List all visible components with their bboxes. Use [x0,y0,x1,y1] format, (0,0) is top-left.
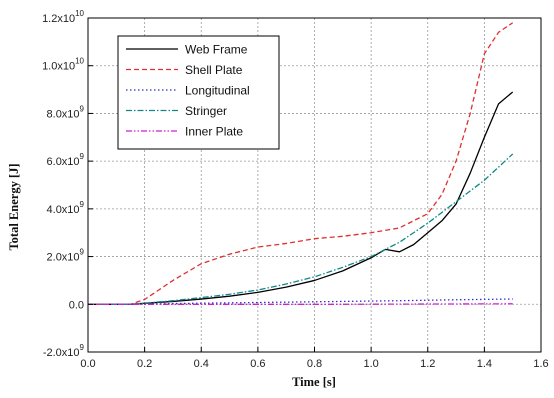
y-tick-label: 1.2x1010 [42,9,84,25]
y-axis-title: Total Energy [J] [7,163,21,250]
legend-label: Inner Plate [185,125,243,139]
y-tick-label: 6.0x109 [47,152,85,168]
y-tick-label: 1.0x1010 [42,57,84,73]
series-layer [88,22,514,305]
x-tick-label: 0.6 [250,358,265,370]
x-tick-label: 1.4 [477,358,492,370]
x-tick-label: 0.4 [194,358,209,370]
x-tick-label: 1.6 [533,358,548,370]
y-tick-label: 2.0x109 [47,248,85,264]
legend-label: Shell Plate [185,63,243,77]
axis-ticks: 0.0 0.2 0.4 0.6 0.8 1.0 1.2 1.4 1.6-2.0x1090.02.… [42,9,549,370]
x-tick-label: 0.2 [137,358,152,370]
legend-label: Web Frame [185,43,248,57]
x-axis-title: Time [s] [292,375,336,389]
y-tick-label: 8.0x109 [47,104,85,120]
x-tick-label: 0.8 [307,358,322,370]
legend: Web Frame Shell Plate Longitudinal Stringer… [117,35,280,150]
x-tick-label: 1.2 [420,358,435,370]
legend-box [117,35,280,150]
y-tick-label: 4.0x109 [47,200,85,216]
y-tick-label: 0.0 [69,299,84,311]
legend-label: Longitudinal [185,84,250,98]
series-line [88,91,514,305]
y-tick-label: -2.0x109 [43,343,85,359]
x-tick-label: 1.0 [363,358,378,370]
x-tick-label: 0.0 [80,358,95,370]
series-line [88,153,514,305]
legend-label: Stringer [185,104,227,118]
series-line [88,22,514,305]
